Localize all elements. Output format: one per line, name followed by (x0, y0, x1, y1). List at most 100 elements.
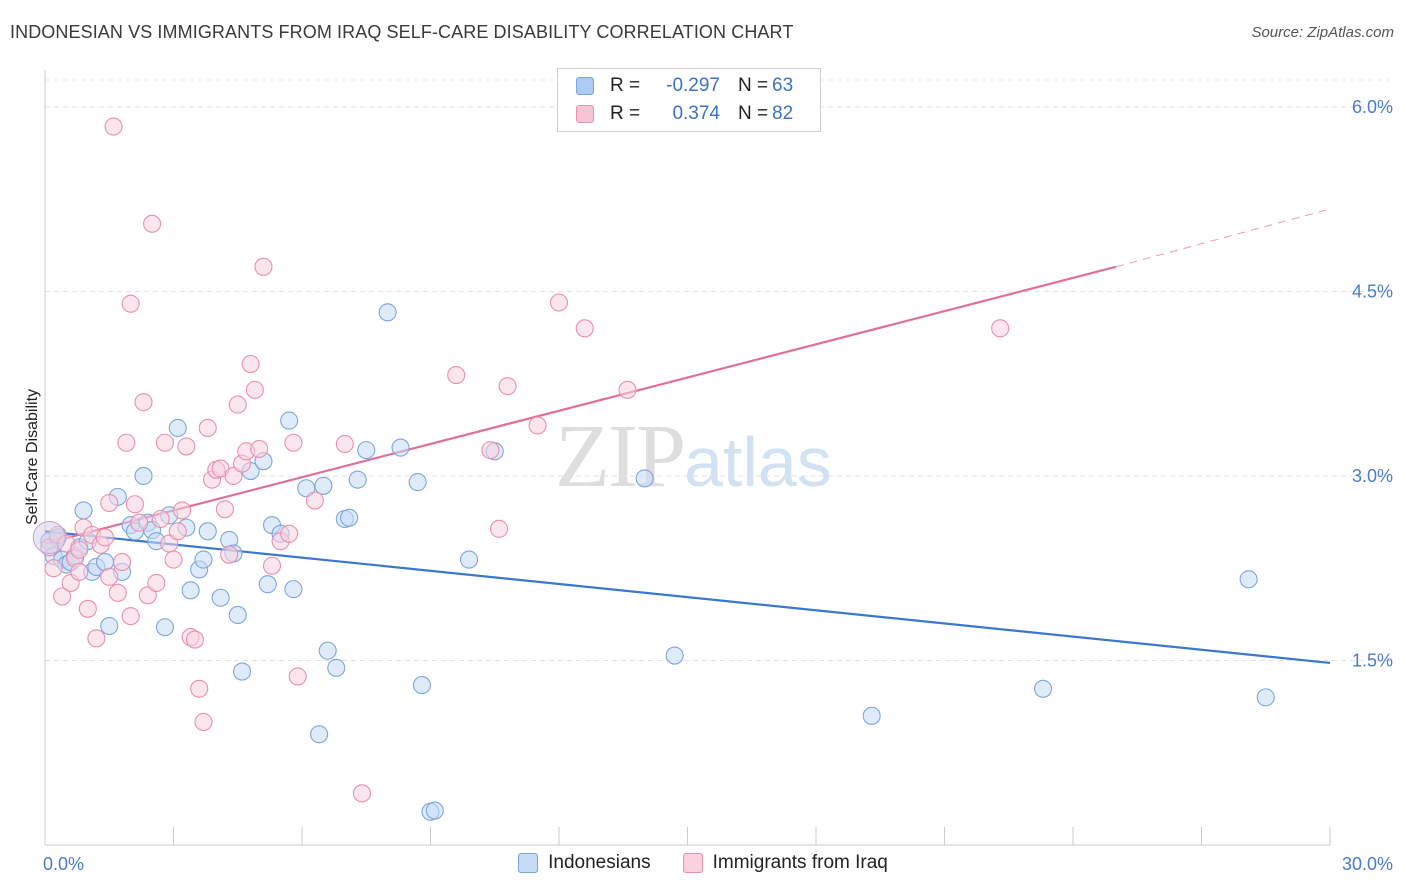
data-point (151, 509, 170, 529)
data-point (78, 599, 97, 618)
data-point (147, 573, 166, 593)
data-point (425, 801, 444, 820)
tick-labels: 1.5% 3.0% 4.5% 6.0% 0.0% 30.0% (43, 97, 1393, 874)
watermark: ZIPatlas (555, 405, 832, 508)
data-point (44, 559, 63, 578)
data-point (1033, 679, 1053, 698)
series-label-indonesians: Indonesians (548, 852, 651, 873)
data-point (335, 434, 354, 454)
data-point (305, 491, 324, 510)
legend-n-label: N = (738, 103, 769, 124)
series-legend: Indonesians Immigrants from Iraq (0, 852, 1406, 874)
data-point (254, 257, 273, 276)
data-point (130, 513, 149, 532)
legend-r-label: R = (610, 103, 641, 124)
data-point (262, 556, 282, 575)
trend-line-iraq (44, 265, 1117, 545)
chart-source: Source: ZipAtlas.com (1251, 24, 1394, 41)
data-point (117, 433, 136, 452)
y-axis-label: Self-Care Disability (24, 389, 41, 525)
data-point (95, 528, 115, 547)
data-point (100, 616, 119, 636)
data-point (575, 319, 594, 338)
data-point (549, 293, 569, 312)
data-point (280, 524, 299, 543)
data-point (284, 433, 303, 452)
data-point (352, 784, 372, 803)
trend-extension-iraq (1115, 208, 1331, 268)
data-point (164, 550, 183, 569)
data-point (198, 418, 217, 438)
trend-line-indonesians (44, 530, 1331, 665)
data-point (177, 437, 196, 456)
data-point (121, 294, 140, 313)
legend-swatch-iraq (576, 105, 594, 123)
data-point (318, 641, 337, 660)
data-point (228, 605, 247, 625)
data-point (198, 522, 217, 541)
data-point (241, 354, 260, 374)
data-point (310, 725, 329, 744)
data-point (288, 667, 307, 686)
data-point (220, 545, 239, 564)
data-point (100, 493, 119, 513)
legend-r-value: -0.297 (666, 75, 720, 96)
data-point (194, 550, 213, 569)
data-point (447, 366, 466, 385)
legend-n-label: N = (738, 75, 769, 96)
data-point (173, 501, 192, 520)
chart-title: INDONESIAN VS IMMIGRANTS FROM IRAQ SELF-… (10, 22, 794, 42)
y-tick-label: 4.5% (1352, 281, 1393, 301)
data-point (665, 646, 684, 665)
legend-r-label: R = (610, 75, 641, 96)
data-point (314, 476, 333, 495)
data-point (528, 416, 547, 435)
data-point (991, 319, 1010, 338)
data-point (190, 679, 209, 698)
data-point-cluster (32, 520, 66, 554)
data-point (357, 441, 376, 460)
data-point (168, 418, 187, 438)
data-point (215, 500, 234, 519)
data-point (348, 470, 367, 489)
data-point (100, 567, 119, 586)
data-point (862, 706, 881, 725)
x-tick-label: 0.0% (43, 854, 84, 874)
watermark-atlas: atlas (684, 423, 832, 501)
correlation-legend: R = -0.297 N = 63 R = 0.374 N = 82 (557, 68, 821, 132)
data-point (250, 439, 269, 458)
data-point (1239, 570, 1258, 589)
series-swatch-indonesians (518, 853, 539, 873)
data-point (498, 377, 517, 396)
data-point (155, 618, 174, 637)
data-point (134, 466, 153, 486)
data-point (481, 441, 500, 460)
data-point (280, 411, 299, 430)
data-point (70, 562, 89, 581)
data-point (211, 588, 230, 607)
data-point (618, 380, 637, 399)
data-point (70, 540, 89, 559)
data-point (138, 586, 157, 605)
data-point (53, 587, 72, 606)
legend-n-value: 63 (772, 75, 794, 96)
data-point (1256, 688, 1275, 707)
y-tick-label: 3.0% (1352, 466, 1393, 486)
data-point (87, 629, 106, 648)
data-point (408, 473, 427, 492)
data-point (391, 438, 410, 457)
data-point (635, 469, 654, 488)
data-point (125, 495, 144, 514)
data-point (74, 501, 93, 520)
data-point (113, 553, 132, 572)
data-point (489, 519, 509, 538)
data-point (224, 466, 243, 486)
data-point (143, 214, 162, 233)
legend-r-value: 0.374 (672, 103, 720, 124)
grid-lines (45, 79, 1390, 661)
data-point (134, 393, 153, 412)
data-point (108, 583, 127, 602)
data-point (378, 303, 397, 322)
y-tick-label: 1.5% (1352, 650, 1393, 670)
